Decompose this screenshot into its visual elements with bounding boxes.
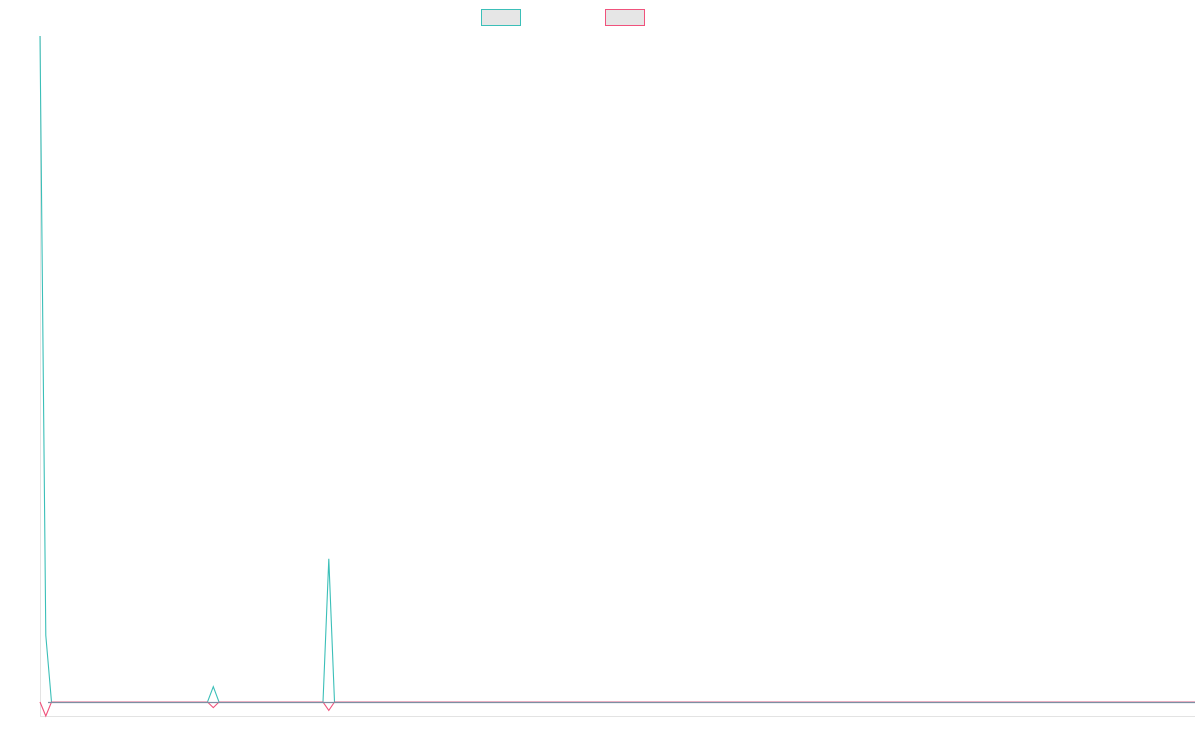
axes: [40, 36, 1195, 717]
series-layer: [39, 35, 1195, 718]
series-line-1: [39, 35, 1195, 703]
legend-swatch-2[interactable]: [605, 9, 645, 26]
series-line-2: [39, 701, 1195, 718]
legend: [481, 9, 645, 26]
legend-swatch-1[interactable]: [481, 9, 521, 26]
